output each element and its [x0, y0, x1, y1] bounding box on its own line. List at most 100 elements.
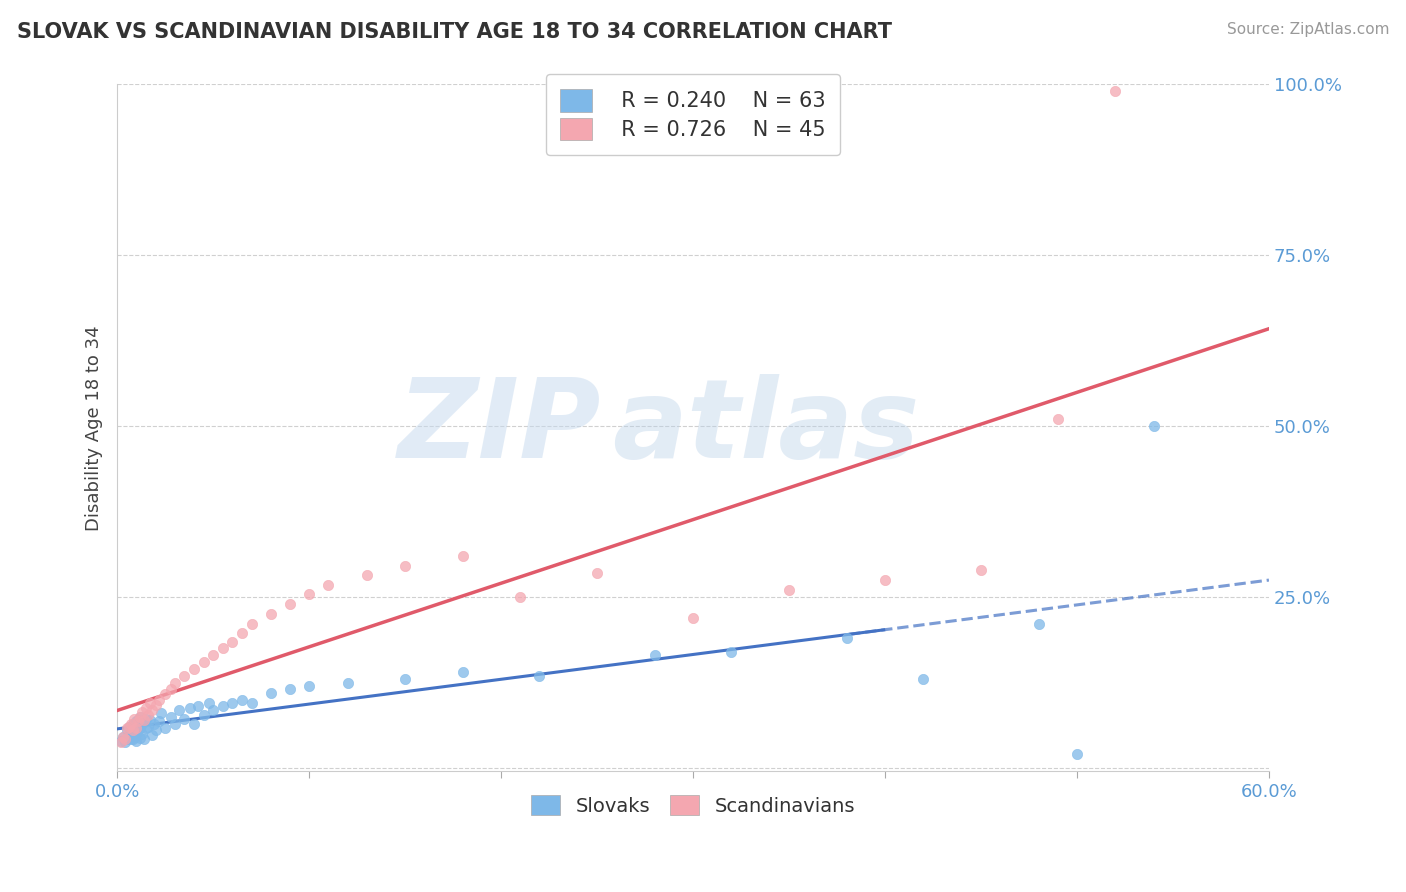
Point: [835, 631, 858, 645]
Point: [136, 707, 159, 722]
Point: [121, 732, 143, 747]
Point: [148, 714, 170, 729]
Point: [127, 713, 149, 727]
Y-axis label: Disability Age 18 to 34: Disability Age 18 to 34: [86, 325, 103, 531]
Point: [139, 713, 162, 727]
Point: [121, 716, 143, 731]
Point: [114, 735, 136, 749]
Point: [125, 733, 148, 747]
Point: [115, 723, 138, 738]
Point: [135, 701, 157, 715]
Point: [1046, 412, 1069, 426]
Point: [240, 617, 263, 632]
Point: [260, 686, 283, 700]
Point: [124, 712, 146, 726]
Point: [198, 696, 221, 710]
Point: [778, 583, 800, 598]
Point: [121, 723, 143, 738]
Point: [120, 722, 142, 736]
Point: [129, 709, 152, 723]
Point: [163, 675, 186, 690]
Point: [125, 722, 148, 736]
Point: [118, 720, 141, 734]
Text: Source: ZipAtlas.com: Source: ZipAtlas.com: [1226, 22, 1389, 37]
Point: [121, 725, 143, 739]
Point: [132, 713, 155, 727]
Point: [260, 607, 283, 622]
Point: [114, 732, 136, 747]
Point: [298, 587, 321, 601]
Point: [132, 732, 155, 747]
Point: [135, 712, 157, 726]
Point: [120, 731, 142, 746]
Point: [111, 730, 134, 744]
Point: [131, 727, 153, 741]
Point: [509, 590, 531, 604]
Point: [240, 696, 263, 710]
Point: [111, 730, 134, 744]
Point: [1066, 747, 1088, 762]
Point: [136, 720, 159, 734]
Point: [135, 722, 157, 736]
Point: [129, 709, 152, 723]
Point: [160, 709, 183, 723]
Point: [187, 699, 209, 714]
Text: SLOVAK VS SCANDINAVIAN DISABILITY AGE 18 TO 34 CORRELATION CHART: SLOVAK VS SCANDINAVIAN DISABILITY AGE 18…: [17, 22, 891, 42]
Point: [394, 672, 416, 686]
Point: [118, 728, 141, 742]
Point: [145, 723, 167, 738]
Point: [125, 725, 148, 739]
Point: [1028, 617, 1050, 632]
Point: [173, 669, 195, 683]
Point: [231, 625, 253, 640]
Point: [451, 665, 474, 680]
Point: [131, 716, 153, 731]
Point: [160, 682, 183, 697]
Point: [115, 732, 138, 747]
Point: [141, 703, 163, 717]
Point: [129, 731, 152, 745]
Point: [1143, 419, 1166, 434]
Point: [278, 682, 301, 697]
Point: [173, 712, 195, 726]
Point: [142, 716, 165, 731]
Point: [451, 549, 474, 563]
Point: [127, 714, 149, 729]
Point: [129, 722, 152, 736]
Text: atlas: atlas: [613, 375, 920, 482]
Point: [912, 672, 935, 686]
Point: [356, 568, 378, 582]
Point: [153, 722, 176, 736]
Point: [127, 723, 149, 738]
Point: [179, 701, 201, 715]
Point: [167, 703, 190, 717]
Point: [193, 707, 215, 722]
Point: [720, 645, 742, 659]
Point: [231, 692, 253, 706]
Point: [183, 662, 205, 676]
Point: [873, 573, 896, 587]
Point: [682, 610, 704, 624]
Point: [124, 722, 146, 736]
Point: [125, 714, 148, 729]
Point: [211, 641, 233, 656]
Text: ZIP: ZIP: [398, 375, 600, 482]
Point: [145, 698, 167, 712]
Point: [193, 655, 215, 669]
Point: [118, 720, 141, 734]
Point: [150, 706, 173, 721]
Point: [183, 716, 205, 731]
Point: [202, 648, 225, 663]
Point: [131, 705, 153, 719]
Point: [586, 566, 609, 581]
Point: [970, 563, 993, 577]
Point: [141, 728, 163, 742]
Point: [148, 692, 170, 706]
Point: [644, 648, 666, 663]
Point: [115, 722, 138, 736]
Legend: Slovaks, Scandinavians: Slovaks, Scandinavians: [523, 788, 863, 823]
Point: [139, 696, 162, 710]
Point: [278, 597, 301, 611]
Point: [110, 735, 132, 749]
Point: [124, 730, 146, 744]
